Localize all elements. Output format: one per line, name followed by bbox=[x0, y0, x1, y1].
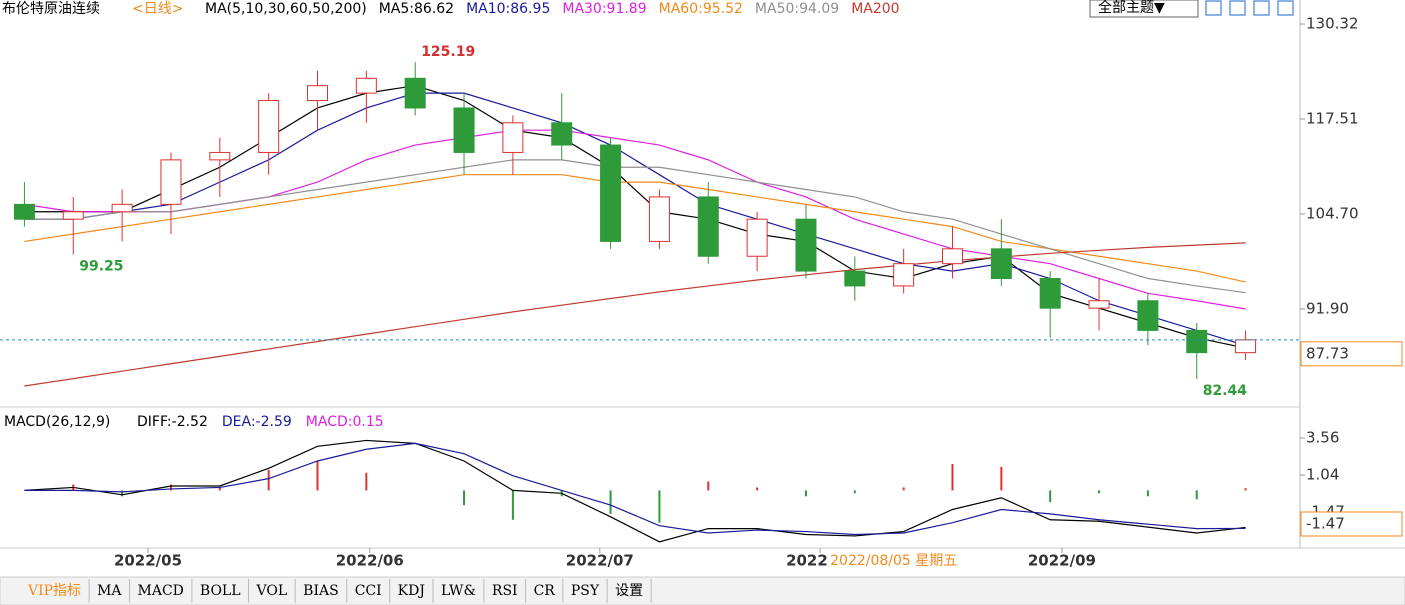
candle-body bbox=[258, 100, 280, 153]
max-label: 125.19 bbox=[421, 44, 475, 60]
theme-button[interactable] bbox=[1089, 0, 1199, 18]
icon[interactable] bbox=[1277, 0, 1294, 16]
period[interactable]: <日线> bbox=[132, 1, 183, 17]
icon[interactable] bbox=[1205, 0, 1222, 16]
candle-body bbox=[697, 196, 719, 257]
ma-line bbox=[24, 159, 1246, 294]
y-tick-label: 91.90 bbox=[1306, 299, 1349, 317]
candle-body bbox=[893, 263, 915, 287]
tab-bar bbox=[0, 576, 1405, 605]
candle-body bbox=[1186, 329, 1208, 354]
macd-title: MACD(26,12,9) bbox=[4, 414, 110, 430]
crosshair-date-box bbox=[828, 549, 989, 573]
ma-line bbox=[24, 92, 1246, 347]
ma-line bbox=[24, 174, 1246, 283]
last-price-box bbox=[1300, 341, 1403, 367]
candle-body bbox=[111, 203, 133, 213]
indicator-tab[interactable]: KDJ bbox=[398, 583, 425, 599]
indicator-tab[interactable]: 设置 bbox=[615, 583, 643, 599]
candle-body bbox=[404, 77, 426, 109]
indicator-tab[interactable]: MACD bbox=[138, 583, 184, 599]
ma-line bbox=[24, 242, 1246, 387]
candle-body bbox=[1235, 339, 1257, 354]
candle-body bbox=[62, 211, 84, 220]
legend-item: MA(5,10,30,60,50,200) bbox=[205, 1, 367, 17]
legend-item: MA5:86.62 bbox=[379, 1, 454, 17]
candle-body bbox=[990, 248, 1012, 280]
indicator-tab[interactable]: VOL bbox=[256, 583, 288, 599]
indicator-tab[interactable]: CCI bbox=[355, 583, 382, 599]
candle-body bbox=[453, 107, 475, 153]
candle-body bbox=[160, 159, 182, 205]
candle-body bbox=[942, 248, 963, 265]
legend-item: MA60:95.52 bbox=[659, 1, 743, 17]
indicator-tab[interactable]: BOLL bbox=[200, 583, 241, 599]
candle-body bbox=[795, 218, 817, 272]
crosshair-date: 2022/08/05 星期五 bbox=[830, 553, 957, 569]
legend-item: MA50:94.09 bbox=[755, 1, 839, 17]
candle-body bbox=[844, 270, 866, 287]
macd-legend: MACD:0.15 bbox=[306, 414, 384, 430]
candle-body bbox=[1088, 300, 1110, 309]
candle-body bbox=[1137, 300, 1159, 331]
cursor-value-box bbox=[1300, 511, 1403, 537]
legend-item: MA10:86.95 bbox=[466, 1, 550, 17]
last-price-label: 87.73 bbox=[1306, 344, 1349, 362]
candle-body bbox=[648, 196, 670, 242]
macd-legend: DIFF:-2.52 bbox=[137, 414, 208, 430]
candle-body bbox=[307, 85, 328, 102]
x-tick-label: 2022/05 bbox=[114, 552, 182, 570]
candle-body bbox=[1039, 278, 1061, 309]
icon[interactable] bbox=[1229, 0, 1246, 16]
diff-line bbox=[24, 439, 1246, 543]
macd-legend: DEA:-2.59 bbox=[222, 414, 292, 430]
indicator-tab[interactable]: LW& bbox=[441, 583, 476, 599]
y-tick-label: 130.32 bbox=[1306, 15, 1359, 33]
legend-item: MA30:91.89 bbox=[562, 1, 646, 17]
candle-body bbox=[551, 122, 573, 146]
x-tick-label: 2022/09 bbox=[1028, 552, 1096, 570]
indicator-tab[interactable]: VIP指标 bbox=[27, 583, 81, 599]
indicator-tab[interactable]: MA bbox=[97, 583, 122, 599]
indicator-tab[interactable]: BIAS bbox=[303, 583, 339, 599]
candle-body bbox=[502, 122, 524, 153]
indicator-tab[interactable]: RSI bbox=[492, 583, 518, 599]
indicator-tab[interactable]: CR bbox=[534, 583, 556, 599]
cursor-value: -1.47 bbox=[1306, 514, 1345, 532]
theme-button-label[interactable]: 全部主题▼ bbox=[1098, 0, 1165, 16]
indicator-tab[interactable]: PSY bbox=[571, 583, 600, 599]
min-label: 82.44 bbox=[1203, 383, 1248, 399]
x-tick-label: 2022/06 bbox=[336, 552, 404, 570]
min-label: 99.25 bbox=[79, 258, 123, 274]
y-tick-label: 104.70 bbox=[1306, 204, 1359, 222]
dea-line bbox=[24, 442, 1246, 536]
instrument-title: 布伦特原油连续 bbox=[2, 0, 100, 17]
y-tick-label: 3.56 bbox=[1306, 429, 1339, 447]
x-tick-label: 2022/07 bbox=[566, 552, 634, 570]
icon[interactable] bbox=[1253, 0, 1270, 16]
toolbar-icons bbox=[1205, 0, 1294, 16]
legend-item: MA200 bbox=[851, 1, 899, 17]
y-tick-label: 1.04 bbox=[1306, 466, 1339, 484]
y-tick-label: 117.51 bbox=[1306, 110, 1359, 128]
candle-body bbox=[355, 77, 377, 94]
candle-body bbox=[746, 218, 768, 257]
candle-body bbox=[600, 144, 622, 242]
candle-body bbox=[13, 203, 35, 220]
candle-body bbox=[209, 151, 231, 161]
